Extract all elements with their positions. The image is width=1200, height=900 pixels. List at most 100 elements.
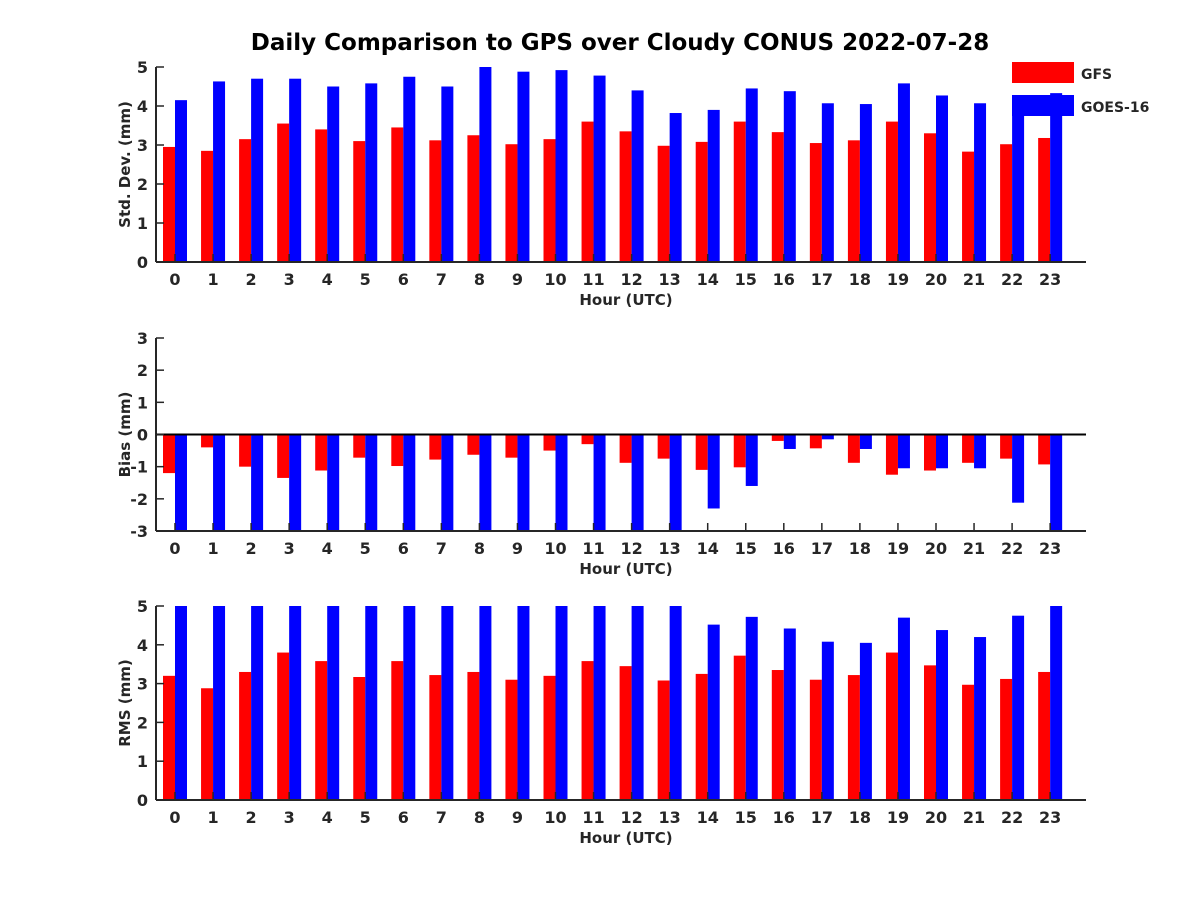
goes16-bar-6 <box>403 76 416 262</box>
x-tick-label-17: 17 <box>811 270 833 289</box>
goes16-bar-22 <box>1012 434 1025 503</box>
goes16-bar-14 <box>707 624 720 800</box>
gfs-bar-5 <box>353 141 366 262</box>
gfs-bar-14 <box>695 434 708 470</box>
legend-swatch-goes16 <box>1012 95 1074 116</box>
goes16-bar-13 <box>669 113 682 263</box>
y-tick-label: 2 <box>137 175 148 194</box>
gfs-bar-15 <box>733 121 746 262</box>
x-tick-label-12: 12 <box>620 270 642 289</box>
gfs-bar-1 <box>201 150 214 262</box>
y-tick-label: 4 <box>137 97 148 116</box>
gfs-bar-4 <box>315 129 328 262</box>
chart-title: Daily Comparison to GPS over Cloudy CONU… <box>250 30 990 56</box>
y-tick-label: 3 <box>137 136 148 155</box>
x-tick-label-22: 22 <box>1001 270 1023 289</box>
y-tick-label: 1 <box>137 214 148 233</box>
gfs-bar-19 <box>885 652 898 800</box>
x-tick-label-4: 4 <box>322 808 333 827</box>
x-tick-label-20: 20 <box>925 539 947 558</box>
legend: GFS GOES-16 <box>1012 62 1149 116</box>
gfs-bar-23 <box>1038 434 1051 465</box>
gfs-bar-2 <box>239 671 252 800</box>
gfs-bar-17 <box>809 434 822 449</box>
goes16-bar-16 <box>783 628 796 800</box>
legend-label-gfs: GFS <box>1081 67 1112 83</box>
x-tick-label-11: 11 <box>582 808 604 827</box>
goes16-bar-23 <box>1050 93 1063 262</box>
x-tick-label-7: 7 <box>436 808 447 827</box>
gfs-bar-7 <box>429 434 442 460</box>
x-tick-label-3: 3 <box>284 539 295 558</box>
goes16-bar-10 <box>555 606 568 800</box>
goes16-bar-3 <box>289 78 302 262</box>
x-tick-label-1: 1 <box>207 270 218 289</box>
goes16-bar-1 <box>213 606 226 800</box>
goes16-bar-17 <box>821 103 834 263</box>
gfs-bar-21 <box>962 434 975 463</box>
gfs-bar-10 <box>543 139 556 262</box>
gfs-bar-11 <box>581 661 594 800</box>
x-tick-label-20: 20 <box>925 270 947 289</box>
goes16-bar-10 <box>555 70 568 263</box>
gfs-bar-6 <box>391 661 404 800</box>
x-tick-label-19: 19 <box>887 539 909 558</box>
goes16-bar-20 <box>936 95 948 262</box>
x-tick-label-4: 4 <box>322 539 333 558</box>
goes16-bar-15 <box>745 434 758 486</box>
goes16-bar-3 <box>289 434 302 531</box>
goes16-bar-2 <box>251 434 264 531</box>
y-tick-label: 0 <box>137 426 148 445</box>
x-tick-label-19: 19 <box>887 808 909 827</box>
y-tick-label: 0 <box>137 253 148 272</box>
goes16-bar-0 <box>175 434 187 531</box>
gfs-bar-20 <box>924 133 936 262</box>
goes16-bar-23 <box>1050 434 1063 531</box>
gfs-bar-2 <box>239 139 252 262</box>
gfs-bar-8 <box>467 671 480 800</box>
x-tick-label-15: 15 <box>735 270 757 289</box>
goes16-bar-21 <box>974 434 987 469</box>
goes16-bar-3 <box>289 606 302 800</box>
gfs-bar-22 <box>1000 144 1013 262</box>
x-axis-label: Hour (UTC) <box>579 829 672 847</box>
gfs-bar-1 <box>201 434 214 448</box>
x-tick-label-8: 8 <box>474 808 485 827</box>
gfs-bar-10 <box>543 434 556 451</box>
x-tick-label-20: 20 <box>925 808 947 827</box>
gfs-bar-6 <box>391 434 404 467</box>
x-tick-label-22: 22 <box>1001 539 1023 558</box>
x-tick-label-21: 21 <box>963 539 985 558</box>
legend-label-goes16: GOES-16 <box>1081 100 1149 116</box>
x-tick-label-0: 0 <box>169 808 180 827</box>
y-tick-label: -3 <box>130 522 148 541</box>
goes16-bar-18 <box>859 104 872 262</box>
x-tick-label-1: 1 <box>207 539 218 558</box>
goes16-bar-22 <box>1012 615 1025 800</box>
goes16-bar-17 <box>821 641 834 800</box>
goes16-bar-7 <box>441 86 454 262</box>
gfs-bar-12 <box>619 131 632 262</box>
gfs-bar-0 <box>163 146 175 262</box>
x-tick-label-3: 3 <box>284 808 295 827</box>
x-tick-label-17: 17 <box>811 539 833 558</box>
gfs-bar-18 <box>847 434 860 463</box>
goes16-bar-6 <box>403 606 416 800</box>
x-tick-label-14: 14 <box>697 270 719 289</box>
x-tick-label-14: 14 <box>697 539 719 558</box>
gfs-bar-14 <box>695 673 708 800</box>
goes16-bar-2 <box>251 78 264 262</box>
goes16-bar-5 <box>365 606 378 800</box>
x-tick-label-11: 11 <box>582 270 604 289</box>
gfs-bar-7 <box>429 675 442 800</box>
x-tick-label-18: 18 <box>849 808 871 827</box>
gfs-bar-13 <box>657 434 670 459</box>
gfs-bar-15 <box>733 434 746 468</box>
x-tick-label-13: 13 <box>659 808 681 827</box>
goes16-bar-1 <box>213 81 226 263</box>
x-tick-label-0: 0 <box>169 270 180 289</box>
goes16-bar-11 <box>593 434 606 531</box>
